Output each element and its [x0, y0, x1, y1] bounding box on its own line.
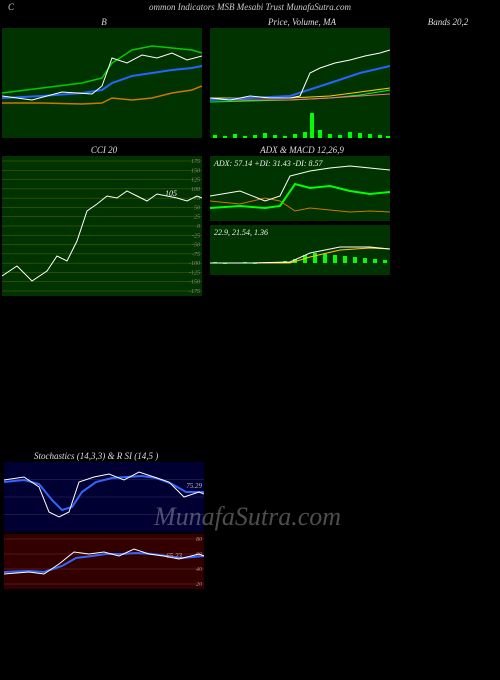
svg-text:ADX: 57.14 +DI: 31.43 -DI: 8.5: ADX: 57.14 +DI: 31.43 -DI: 8.57: [213, 159, 323, 168]
page-header: C ommon Indicators MSB Mesabi Trust Muna…: [0, 0, 500, 14]
rsi-plot: 8060402065.23: [4, 534, 208, 589]
svg-text:-50: -50: [192, 243, 200, 249]
svg-text:0: 0: [197, 224, 200, 230]
svg-text:20: 20: [196, 582, 202, 588]
adx-title: ADX & MACD 12,26,9: [210, 144, 394, 156]
svg-text:-175: -175: [189, 289, 200, 295]
price-title: Price, Volume, MA: [210, 16, 394, 28]
cci-title: CCI 20: [2, 144, 206, 156]
svg-text:-100: -100: [189, 261, 200, 267]
bands-label-panel: Bands 20,2: [398, 16, 498, 140]
svg-text:22.9, 21.54, 1.36: 22.9, 21.54, 1.36: [214, 228, 268, 237]
svg-text:65.23: 65.23: [166, 552, 182, 560]
svg-text:-150: -150: [189, 280, 200, 286]
header-left: C: [8, 2, 14, 12]
svg-text:-75: -75: [192, 252, 200, 258]
bollinger-title: B: [2, 16, 206, 28]
row-2: CCI 20 1751501251007550250-25-50-75-100-…: [0, 142, 500, 300]
svg-text:50: 50: [194, 205, 200, 211]
svg-text:150: 150: [191, 168, 200, 174]
stoch-plot: 75.29: [4, 462, 208, 532]
svg-text:25: 25: [194, 215, 200, 221]
svg-text:-25: -25: [192, 233, 200, 239]
price-panel: Price, Volume, MA: [210, 16, 394, 140]
svg-text:125: 125: [191, 178, 200, 184]
row-1: B Price, Volume, MA Bands 20,2: [0, 14, 500, 142]
cci-panel: CCI 20 1751501251007550250-25-50-75-100-…: [2, 144, 206, 298]
bollinger-panel: B: [2, 16, 206, 140]
bands-title: Bands 20,2: [398, 16, 498, 28]
spacer: [0, 300, 500, 450]
macd-plot: 22.9, 21.54, 1.36: [210, 225, 394, 280]
adx-macd-panel: ADX & MACD 12,26,9 ADX: 57.14 +DI: 31.43…: [210, 144, 394, 298]
cci-plot: 1751501251007550250-25-50-75-100-125-150…: [2, 156, 206, 296]
row-3: Stochastics (14,3,3) & R SI (14,5 ) 75.2…: [0, 450, 500, 589]
svg-text:80: 80: [196, 537, 202, 543]
svg-text:175: 175: [191, 159, 200, 165]
svg-text:-125: -125: [189, 270, 200, 276]
adx-plot: ADX: 57.14 +DI: 31.43 -DI: 8.57: [210, 156, 394, 221]
svg-text:75.29: 75.29: [186, 482, 202, 490]
bollinger-plot: [2, 28, 206, 138]
stoch-title: Stochastics (14,3,3) & R SI (14,5 ): [4, 450, 500, 462]
price-plot: [210, 28, 394, 138]
svg-text:105: 105: [165, 189, 177, 198]
svg-text:40: 40: [196, 566, 202, 573]
header-text: ommon Indicators MSB Mesabi Trust Munafa…: [149, 2, 351, 12]
svg-text:100: 100: [191, 187, 200, 193]
